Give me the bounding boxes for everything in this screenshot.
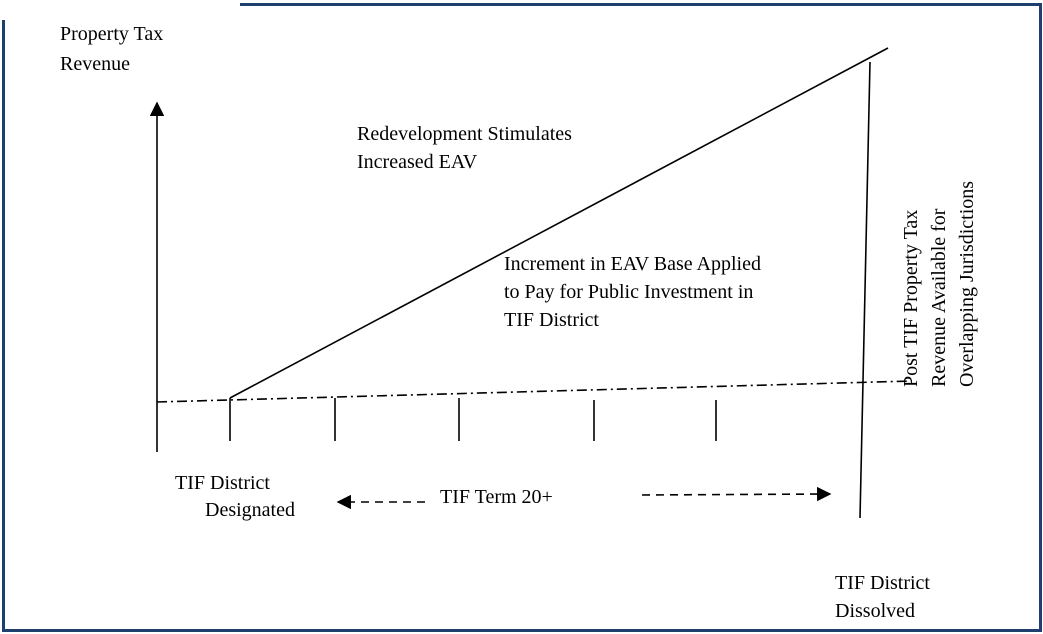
dissolved-label: TIF District Dissolved: [835, 572, 935, 622]
term-arrow-right: [641, 486, 832, 502]
growth-label: Redevelopment Stimulates Increased EAV: [357, 123, 577, 173]
y-axis-label: Property Tax Revenue: [60, 23, 168, 75]
post-tif-line: Post TIF Property Tax: [900, 210, 922, 387]
designated-label: TIF District Designated: [175, 472, 295, 521]
post-tif-label: Post TIF Property Tax Revenue Available …: [900, 181, 978, 387]
base-eav-line: [156, 380, 913, 403]
term-label: TIF Term 20+: [440, 486, 553, 508]
dissolve-line: [859, 61, 871, 519]
frame: [2, 3, 1042, 632]
post-tif-line: Revenue Available for: [928, 208, 950, 387]
ticks: [229, 398, 717, 441]
post-tif-line: Overlapping Jurisdictions: [956, 181, 978, 387]
growth-line: [229, 47, 889, 399]
increment-label: Increment in EAV Base Applied to Pay for…: [504, 253, 766, 331]
